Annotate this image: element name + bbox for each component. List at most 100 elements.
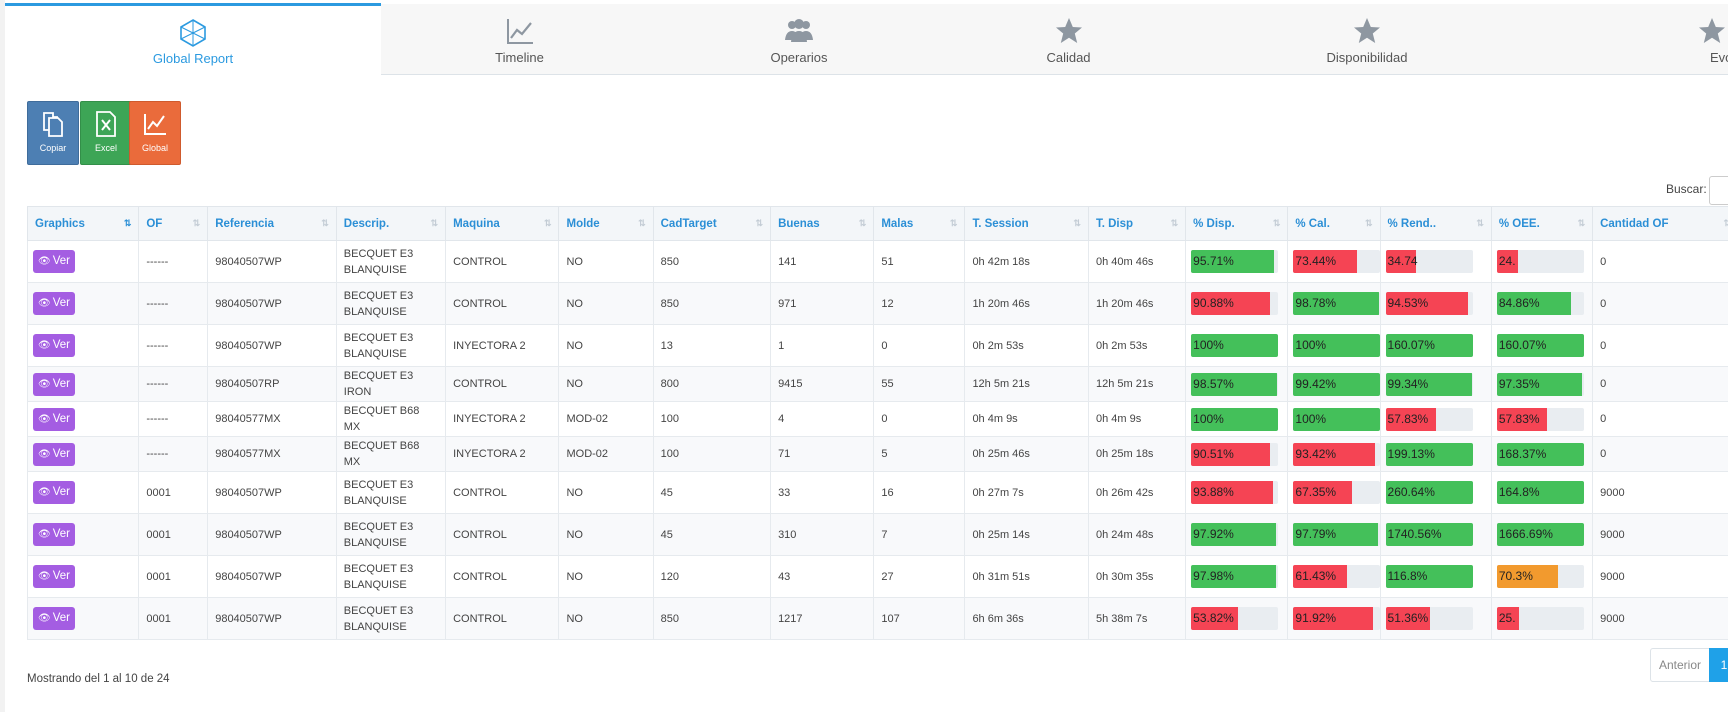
t-session-cell: 0h 31m 51s	[964, 555, 1089, 598]
column-header-descrip[interactable]: Descrip. ⇅	[335, 206, 447, 241]
sort-icon: ⇅	[755, 218, 763, 228]
ver-button[interactable]: 👁 Ver	[33, 481, 75, 504]
disp-cell: 95.71%	[1185, 240, 1289, 283]
ver-label: Ver	[52, 297, 70, 309]
previous-page-button[interactable]: Anterior	[1650, 648, 1710, 682]
ver-button[interactable]: 👁 Ver	[33, 292, 75, 315]
cal-bar: 91.92%	[1293, 607, 1380, 630]
column-header-molde[interactable]: Molde ⇅	[558, 206, 654, 241]
column-label: Cantidad OF	[1600, 217, 1669, 230]
descrip-cell: BECQUET B68 MX	[335, 436, 447, 472]
column-header-buenas[interactable]: Buenas ⇅	[770, 206, 875, 241]
cal-bar: 67.35%	[1293, 481, 1380, 504]
tab-evol[interactable]: Evol	[1675, 4, 1728, 74]
tab-calidad[interactable]: Calidad	[940, 4, 1197, 74]
t-disp-cell: 0h 30m 35s	[1087, 555, 1187, 598]
eye-icon: 👁	[38, 413, 51, 425]
bar-fill	[1496, 442, 1584, 466]
disp-bar: 97.92%	[1191, 523, 1279, 546]
bar-fill	[1385, 407, 1436, 431]
rend-bar: 160.07%	[1385, 334, 1473, 357]
ver-button[interactable]: 👁 Ver	[33, 523, 75, 546]
referencia-cell: 98040507RP	[207, 366, 337, 402]
cal-bar: 93.42%	[1293, 442, 1380, 466]
column-label: % Rend..	[1387, 217, 1437, 230]
column-header-maquina[interactable]: Maquina ⇅	[445, 206, 560, 241]
tab-global-report[interactable]: Global Report	[5, 3, 381, 78]
ver-button[interactable]: 👁 Ver	[33, 442, 75, 466]
disp-bar: 53.82%	[1191, 607, 1279, 630]
column-header-t-disp[interactable]: T. Disp ⇅	[1087, 206, 1187, 241]
ver-button[interactable]: 👁 Ver	[33, 250, 75, 273]
column-label: % OEE.	[1498, 217, 1540, 230]
column-header-graphics[interactable]: Graphics ⇅	[26, 206, 140, 241]
column-header-cantidad-of[interactable]: Cantidad OF ⇅	[1592, 206, 1728, 241]
search-input[interactable]	[1709, 176, 1728, 205]
ver-button[interactable]: 👁 Ver	[33, 607, 75, 630]
tab-operarios[interactable]: Operarios	[658, 4, 940, 74]
eye-icon: 👁	[38, 529, 51, 540]
sort-icon: ⇅	[638, 218, 645, 228]
rend-cell: 34.74	[1379, 240, 1492, 283]
bar-fill	[1293, 481, 1352, 504]
column-header-pct-disp[interactable]: % Disp. ⇅	[1185, 206, 1289, 241]
cadtarget-cell: 13	[652, 324, 772, 367]
bar-value: 1666.69%	[1498, 527, 1553, 541]
sort-icon: ⇅	[192, 218, 200, 228]
ver-button[interactable]: 👁 Ver	[33, 334, 75, 357]
column-header-of[interactable]: OF ⇅	[138, 206, 209, 241]
buenas-cell: 71	[770, 436, 875, 472]
column-header-pct-oee[interactable]: % OEE. ⇅	[1490, 206, 1594, 241]
cadtarget-cell: 100	[652, 436, 772, 472]
t-session-cell: 0h 2m 53s	[964, 324, 1089, 367]
bar-fill	[1385, 607, 1431, 630]
referencia-cell: 98040507WP	[207, 471, 337, 514]
oee-cell: 24.	[1490, 240, 1594, 283]
molde-cell: NO	[558, 282, 654, 325]
maquina-cell: CONTROL	[445, 513, 560, 556]
column-header-malas[interactable]: Malas ⇅	[873, 206, 966, 241]
bar-value: 70.3%	[1498, 569, 1533, 583]
tab-timeline[interactable]: Timeline	[381, 4, 658, 74]
sort-icon: ⇅	[1723, 218, 1728, 229]
column-header-pct-cal[interactable]: % Cal. ⇅	[1287, 206, 1381, 241]
rend-cell: 260.64%	[1379, 471, 1492, 514]
copy-button[interactable]: Copiar	[27, 101, 79, 165]
excel-button[interactable]: Excel	[80, 101, 132, 165]
maquina-cell: CONTROL	[445, 282, 560, 325]
disp-bar: 100%	[1191, 334, 1279, 357]
page-1-button[interactable]: 1	[1709, 648, 1728, 682]
oee-cell: 168.37%	[1490, 436, 1594, 472]
cal-bar: 100%	[1293, 407, 1380, 431]
cadtarget-cell: 45	[652, 513, 772, 556]
sort-icon: ⇅	[543, 218, 551, 228]
malas-cell: 27	[873, 555, 966, 598]
molde-cell: MOD-02	[558, 401, 654, 437]
bar-value: 93.88%	[1193, 485, 1234, 499]
column-header-pct-rend[interactable]: % Rend.. ⇅	[1379, 206, 1492, 241]
oee-bar: 164.8%	[1496, 481, 1584, 504]
column-header-referencia[interactable]: Referencia ⇅	[207, 206, 337, 241]
bar-value: 90.51%	[1193, 446, 1234, 461]
bar-value: 100%	[1193, 338, 1224, 352]
disp-cell: 100%	[1185, 324, 1289, 367]
sort-icon: ⇅	[321, 218, 328, 228]
malas-cell: 51	[873, 240, 966, 283]
column-label: T. Disp	[1095, 217, 1134, 230]
column-header-t-session[interactable]: T. Session ⇅	[964, 206, 1089, 241]
cadtarget-cell: 100	[652, 401, 772, 437]
ver-button[interactable]: 👁 Ver	[33, 372, 75, 396]
global-button[interactable]: Global	[129, 101, 181, 165]
molde-cell: NO	[558, 240, 654, 283]
disp-bar: 90.51%	[1191, 442, 1279, 466]
maquina-cell: INYECTORA 2	[445, 324, 560, 367]
ver-button[interactable]: 👁 Ver	[33, 565, 75, 588]
sort-icon: ⇅	[1476, 218, 1483, 228]
disp-cell: 100%	[1185, 401, 1289, 437]
tab-disponibilidad[interactable]: Disponibilidad	[1197, 4, 1537, 74]
rend-bar: 34.74	[1385, 250, 1473, 273]
column-header-cadtarget[interactable]: CadTarget ⇅	[652, 206, 772, 241]
buenas-cell: 971	[770, 282, 875, 325]
descrip-cell: BECQUET E3 BLANQUISE	[335, 555, 447, 598]
ver-button[interactable]: 👁 Ver	[33, 407, 75, 431]
